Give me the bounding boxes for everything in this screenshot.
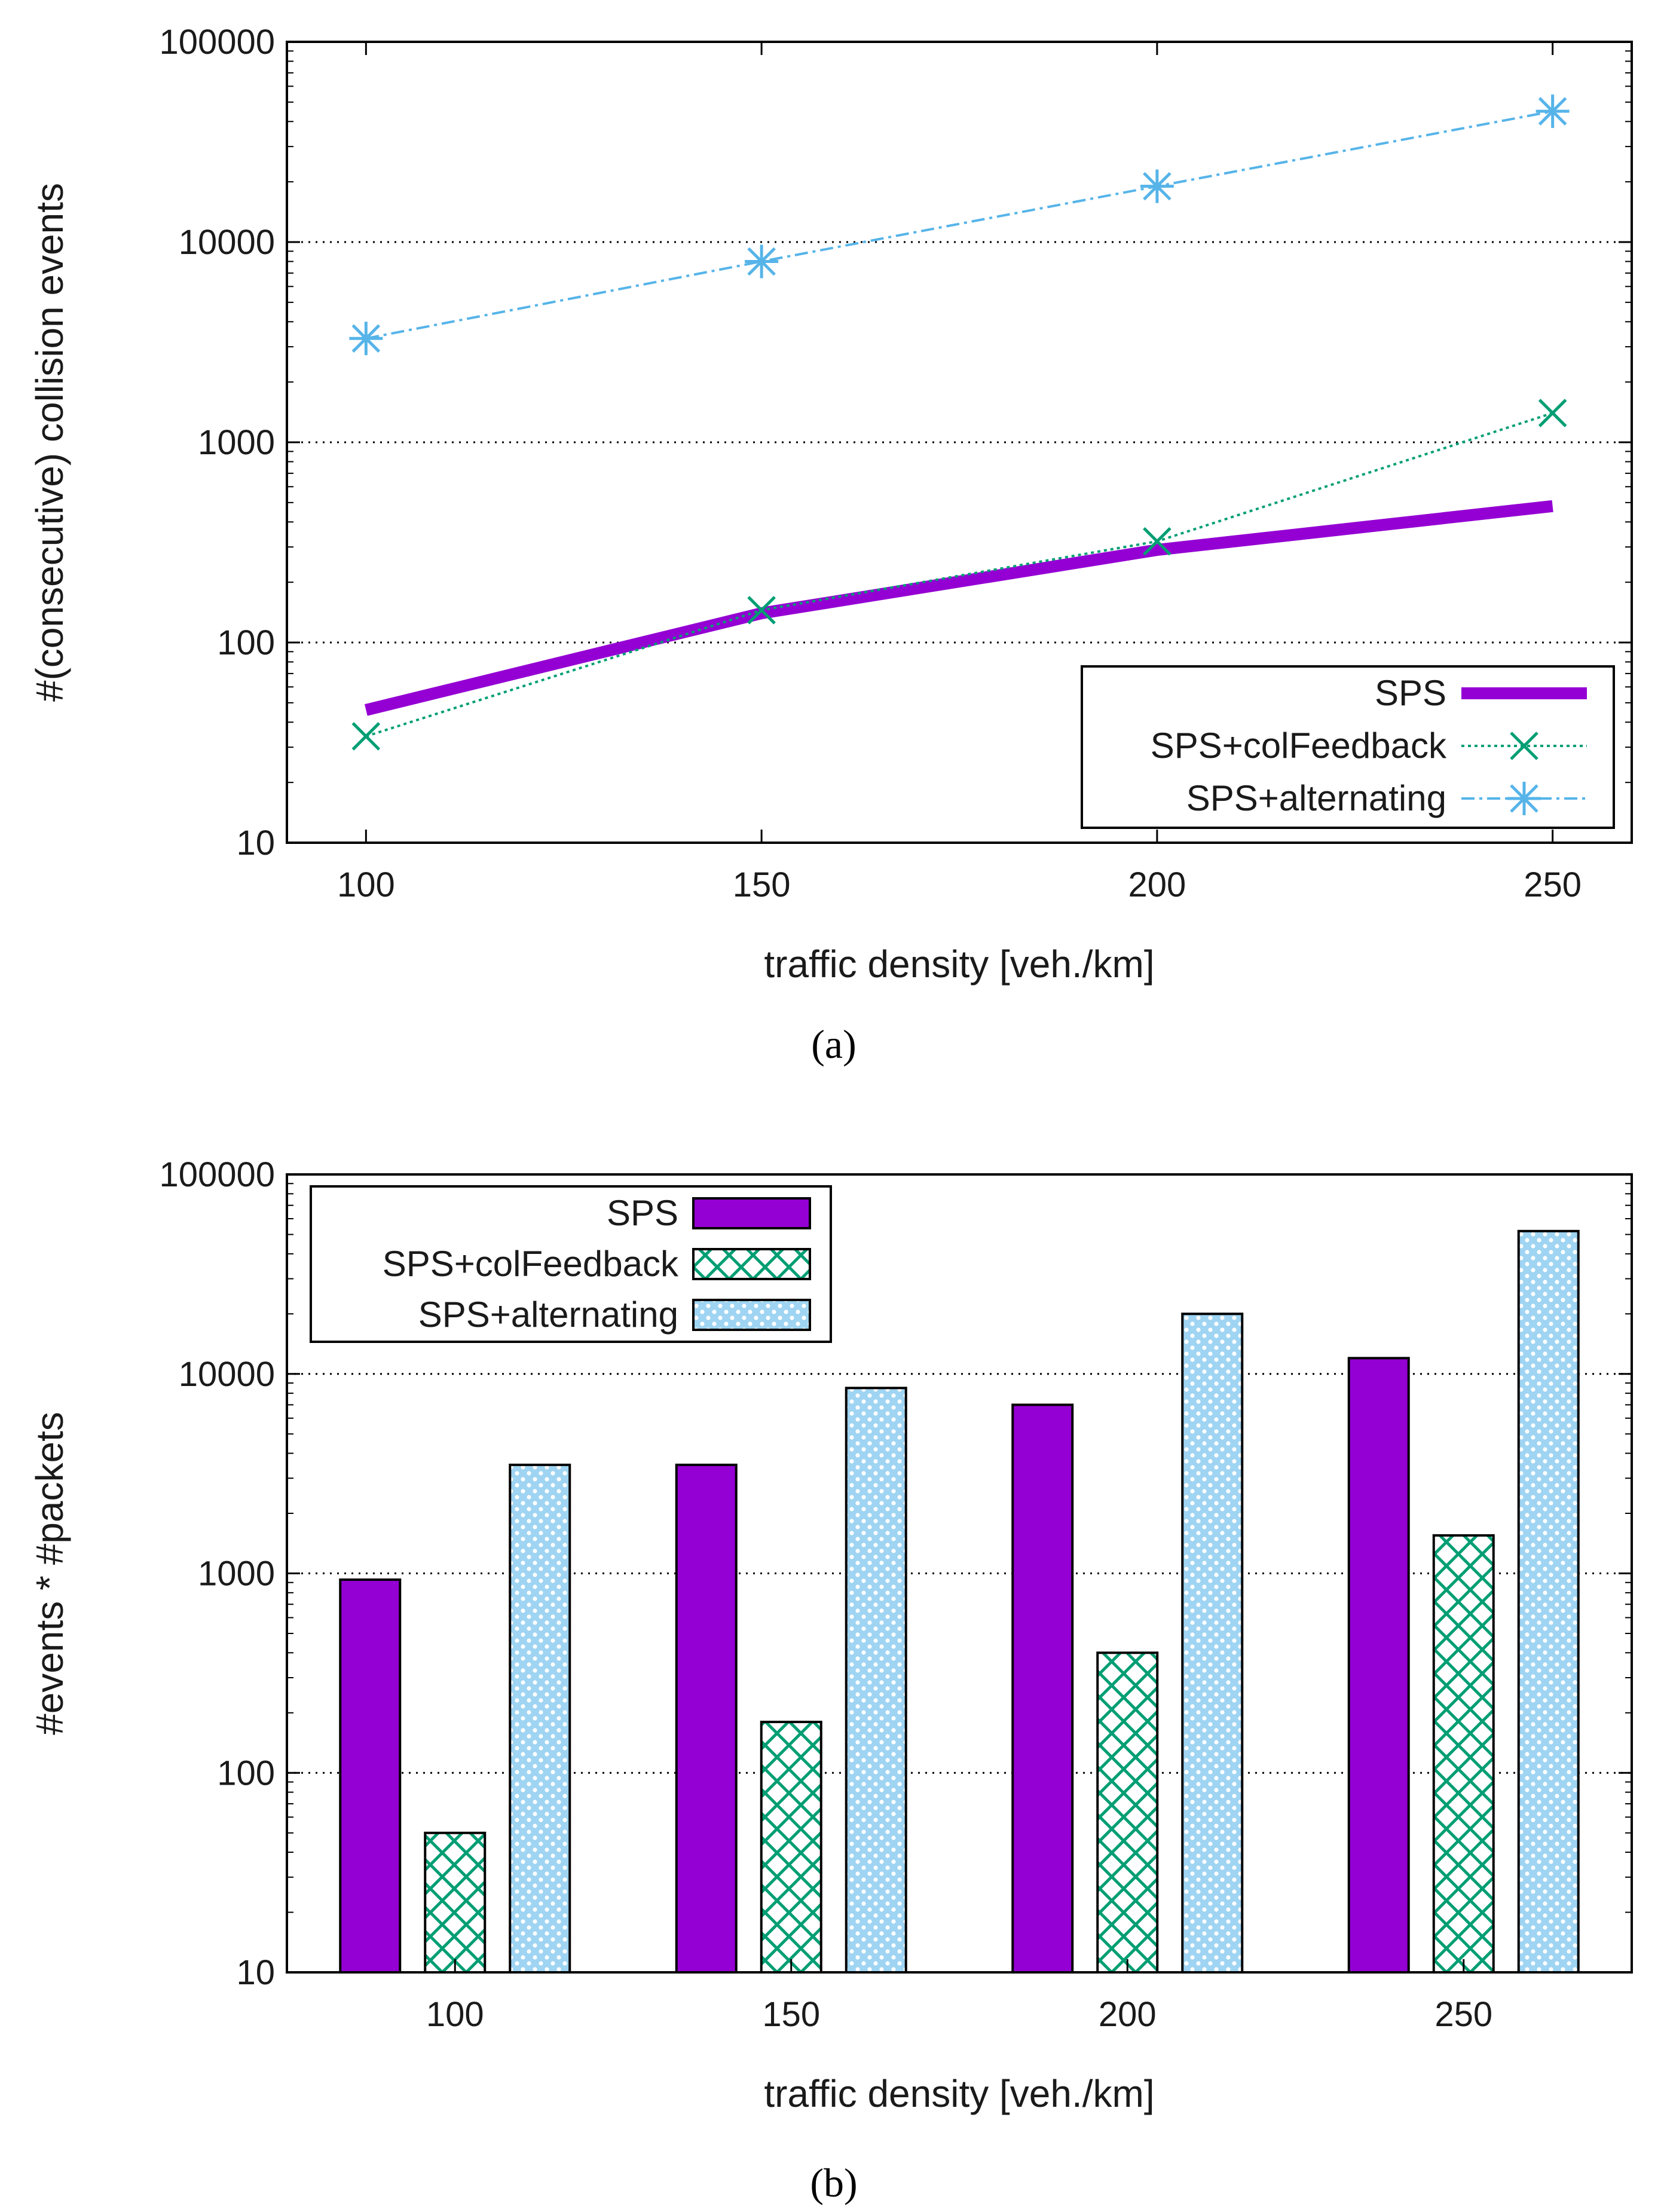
b-y-tick-label: 100 bbox=[217, 1754, 275, 1792]
b-y-axis: 10 100 1000 10000 100000 bbox=[159, 1155, 1632, 1992]
a-series-2-point bbox=[351, 722, 381, 751]
chart-a-collision-events: 10 100 1000 10000 100000 100 150 200 250 traffi… bbox=[28, 23, 1633, 1067]
b-bar-series-2 bbox=[760, 1721, 822, 1974]
a-legend-marker bbox=[1510, 732, 1538, 760]
b-bar-series-2 bbox=[1096, 1651, 1159, 1974]
b-bar-series-3 bbox=[509, 1463, 571, 1974]
a-series-2-point bbox=[1538, 399, 1567, 427]
b-bar-series-1 bbox=[1011, 1403, 1074, 1974]
a-series-2-point bbox=[1143, 527, 1171, 556]
a-x-tick-label: 200 bbox=[1128, 865, 1186, 904]
b-bar-series-3 bbox=[1181, 1312, 1244, 1974]
a-y-tick-label: 10 bbox=[236, 824, 275, 862]
a-series-3-point bbox=[1140, 169, 1174, 203]
a-caption: (a) bbox=[811, 1021, 856, 1067]
a-series-3-point bbox=[1535, 94, 1570, 129]
b-gridlines bbox=[287, 1373, 1632, 1774]
b-caption: (b) bbox=[810, 2160, 857, 2205]
b-legend-label: SPS+alternating bbox=[418, 1295, 678, 1335]
a-legend-label: SPS bbox=[1375, 673, 1446, 713]
a-gridlines bbox=[287, 241, 1632, 644]
a-legend-label: SPS+colFeedback bbox=[1151, 726, 1447, 766]
a-series-3-point bbox=[349, 322, 383, 356]
a-y-axis-label: #(consecutive) collision events bbox=[28, 183, 71, 702]
b-bar-series-1 bbox=[339, 1578, 402, 1974]
b-bar-series-2 bbox=[1432, 1534, 1495, 1974]
b-y-tick-label: 10000 bbox=[179, 1355, 275, 1394]
b-bar-series-3 bbox=[1517, 1229, 1580, 1974]
a-y-tick-label: 10000 bbox=[179, 223, 275, 262]
b-legend-label: SPS+colFeedback bbox=[383, 1244, 679, 1284]
a-series-line-1 bbox=[364, 500, 1553, 716]
a-x-tick-label: 150 bbox=[733, 865, 791, 904]
a-series-lines bbox=[349, 94, 1570, 751]
b-legend-swatch bbox=[692, 1299, 811, 1331]
a-x-axis: 100 150 200 250 bbox=[337, 42, 1582, 904]
b-y-tick-label: 100000 bbox=[159, 1155, 275, 1194]
b-legend: SPS SPS+colFeedback SPS+alternating bbox=[310, 1185, 832, 1343]
a-y-axis: 10 100 1000 10000 100000 bbox=[159, 23, 1632, 862]
b-legend-swatch bbox=[692, 1197, 811, 1229]
chart-b-events-times-packets: 10 100 1000 10000 100000 100 150 200 250 traffi… bbox=[28, 1155, 1633, 2205]
b-bar-series-1 bbox=[675, 1463, 738, 1974]
b-legend-label: SPS bbox=[607, 1193, 678, 1233]
a-x-tick-label: 100 bbox=[337, 865, 395, 904]
b-x-axis: 100 150 200 250 bbox=[426, 1959, 1492, 2034]
a-legend-label: SPS+alternating bbox=[1186, 778, 1446, 818]
b-y-tick-label: 10 bbox=[236, 1953, 275, 1992]
b-legend-swatch bbox=[692, 1248, 811, 1280]
b-y-tick-label: 1000 bbox=[198, 1555, 275, 1593]
b-bar-series-1 bbox=[1347, 1357, 1410, 1974]
a-y-tick-label: 100000 bbox=[159, 23, 275, 62]
b-x-axis-label: traffic density [veh./km] bbox=[764, 2072, 1154, 2115]
b-x-tick-label: 200 bbox=[1099, 1995, 1157, 2034]
b-bar-series-3 bbox=[845, 1387, 907, 1974]
a-x-tick-label: 250 bbox=[1524, 865, 1582, 904]
a-x-axis-label: traffic density [veh./km] bbox=[764, 943, 1154, 986]
a-legend-marker bbox=[1507, 782, 1541, 815]
a-series-2-point bbox=[747, 596, 776, 625]
b-y-axis-label: #events * #packets bbox=[28, 1412, 71, 1735]
b-bar-series-2 bbox=[424, 1831, 487, 1974]
b-bars bbox=[339, 1229, 1580, 1974]
a-legend: SPS SPS+colFeedback SPS+alternating bbox=[1081, 665, 1615, 829]
a-series-line-3 bbox=[365, 110, 1553, 340]
a-series-3-point bbox=[745, 244, 779, 279]
b-x-tick-label: 150 bbox=[762, 1995, 820, 2034]
a-y-tick-label: 1000 bbox=[198, 423, 275, 462]
b-x-tick-label: 100 bbox=[426, 1995, 484, 2034]
b-x-tick-label: 250 bbox=[1434, 1995, 1492, 2034]
a-y-tick-label: 100 bbox=[217, 623, 275, 662]
